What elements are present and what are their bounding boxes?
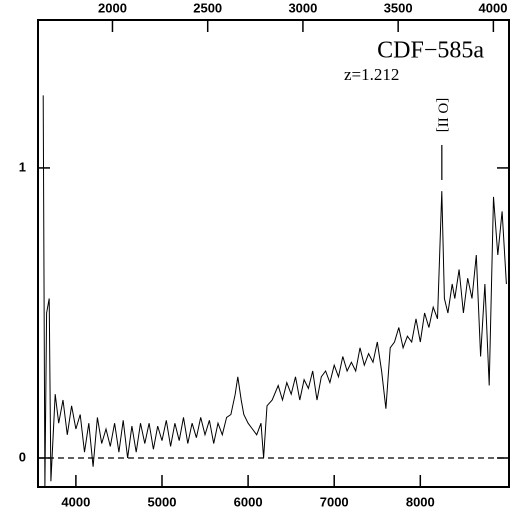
x-tick-label: 5000 [148,494,177,509]
x2-tick-label: 2000 [98,0,127,15]
line-label: [O II] [434,98,450,133]
margin-mask [0,488,512,496]
x2-tick-label: 3500 [384,0,413,15]
x-tick-label: 4000 [61,494,90,509]
y-tick-label: 0 [19,449,26,464]
x-tick-label: 7000 [320,494,349,509]
object-name: CDF−585a [377,38,484,64]
redshift: z=1.212 [344,65,399,84]
spectrum-line [42,95,507,488]
x2-tick-label: 2500 [193,0,222,15]
y-tick-label: 1 [19,159,26,174]
x-tick-label: 8000 [406,494,435,509]
x2-tick-label: 4000 [479,0,508,15]
plot-frame [37,19,510,488]
x2-tick-label: 3000 [288,0,317,15]
x-tick-label: 6000 [234,494,263,509]
